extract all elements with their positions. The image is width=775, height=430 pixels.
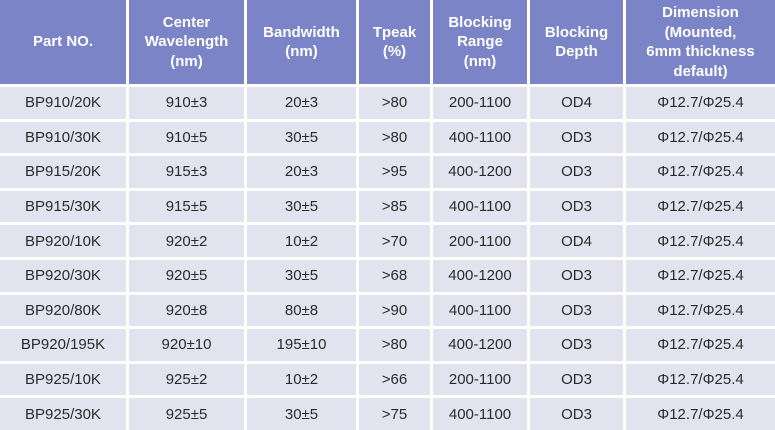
cell-tpeak: >68 [359, 260, 430, 292]
cell-tpeak: >75 [359, 398, 430, 430]
cell-bandwidth: 195±10 [247, 329, 356, 361]
cell-part-no: BP915/20K [0, 156, 126, 188]
cell-center-wavelength: 925±2 [129, 363, 244, 396]
cell-part-no: BP925/10K [0, 363, 126, 396]
cell-dimension: Φ12.7/Φ25.4 [626, 121, 775, 154]
cell-tpeak: >95 [359, 156, 430, 188]
cell-bandwidth: 20±3 [247, 156, 356, 188]
cell-part-no: BP910/30K [0, 121, 126, 154]
cell-tpeak: >90 [359, 294, 430, 327]
cell-blocking-depth: OD3 [530, 363, 623, 396]
cell-bandwidth: 30±5 [247, 190, 356, 223]
cell-center-wavelength: 920±5 [129, 260, 244, 292]
cell-bandwidth: 20±3 [247, 87, 356, 119]
cell-center-wavelength: 920±8 [129, 294, 244, 327]
cell-part-no: BP915/30K [0, 190, 126, 223]
cell-blocking-depth: OD3 [530, 260, 623, 292]
cell-part-no: BP920/80K [0, 294, 126, 327]
cell-blocking-depth: OD4 [530, 87, 623, 119]
cell-bandwidth: 10±2 [247, 225, 356, 257]
cell-center-wavelength: 915±3 [129, 156, 244, 188]
cell-blocking-depth: OD4 [530, 225, 623, 257]
cell-center-wavelength: 910±5 [129, 121, 244, 154]
cell-dimension: Φ12.7/Φ25.4 [626, 363, 775, 396]
cell-blocking-range: 200-1100 [433, 225, 527, 257]
column-header-bandwidth: Bandwidth (nm) [247, 0, 356, 84]
cell-dimension: Φ12.7/Φ25.4 [626, 398, 775, 430]
cell-tpeak: >80 [359, 87, 430, 119]
cell-blocking-range: 400-1100 [433, 121, 527, 154]
cell-part-no: BP910/20K [0, 87, 126, 119]
cell-dimension: Φ12.7/Φ25.4 [626, 294, 775, 327]
cell-blocking-range: 400-1200 [433, 329, 527, 361]
cell-blocking-range: 200-1100 [433, 363, 527, 396]
cell-blocking-range: 200-1100 [433, 87, 527, 119]
cell-blocking-range: 400-1100 [433, 190, 527, 223]
cell-tpeak: >80 [359, 121, 430, 154]
cell-bandwidth: 30±5 [247, 260, 356, 292]
column-header-part-no: Part NO. [0, 0, 126, 84]
column-header-center-wavelength: Center Wavelength (nm) [129, 0, 244, 84]
cell-part-no: BP920/10K [0, 225, 126, 257]
cell-tpeak: >70 [359, 225, 430, 257]
cell-blocking-depth: OD3 [530, 398, 623, 430]
cell-blocking-range: 400-1100 [433, 398, 527, 430]
cell-part-no: BP925/30K [0, 398, 126, 430]
cell-bandwidth: 80±8 [247, 294, 356, 327]
cell-center-wavelength: 925±5 [129, 398, 244, 430]
cell-center-wavelength: 910±3 [129, 87, 244, 119]
column-header-blocking-range: Blocking Range (nm) [433, 0, 527, 84]
cell-blocking-range: 400-1200 [433, 156, 527, 188]
cell-blocking-depth: OD3 [530, 121, 623, 154]
cell-blocking-range: 400-1100 [433, 294, 527, 327]
cell-tpeak: >80 [359, 329, 430, 361]
cell-dimension: Φ12.7/Φ25.4 [626, 156, 775, 188]
cell-bandwidth: 10±2 [247, 363, 356, 396]
cell-tpeak: >66 [359, 363, 430, 396]
cell-bandwidth: 30±5 [247, 398, 356, 430]
cell-dimension: Φ12.7/Φ25.4 [626, 225, 775, 257]
cell-bandwidth: 30±5 [247, 121, 356, 154]
cell-blocking-depth: OD3 [530, 190, 623, 223]
cell-dimension: Φ12.7/Φ25.4 [626, 329, 775, 361]
column-header-blocking-depth: Blocking Depth [530, 0, 623, 84]
cell-part-no: BP920/30K [0, 260, 126, 292]
cell-dimension: Φ12.7/Φ25.4 [626, 87, 775, 119]
cell-part-no: BP920/195K [0, 329, 126, 361]
cell-blocking-depth: OD3 [530, 156, 623, 188]
cell-center-wavelength: 920±2 [129, 225, 244, 257]
column-header-tpeak: Tpeak (%) [359, 0, 430, 84]
cell-dimension: Φ12.7/Φ25.4 [626, 190, 775, 223]
cell-blocking-depth: OD3 [530, 329, 623, 361]
cell-center-wavelength: 920±10 [129, 329, 244, 361]
column-header-dimension: Dimension (Mounted, 6mm thickness defaul… [626, 0, 775, 84]
cell-center-wavelength: 915±5 [129, 190, 244, 223]
cell-blocking-depth: OD3 [530, 294, 623, 327]
cell-blocking-range: 400-1200 [433, 260, 527, 292]
cell-dimension: Φ12.7/Φ25.4 [626, 260, 775, 292]
cell-tpeak: >85 [359, 190, 430, 223]
